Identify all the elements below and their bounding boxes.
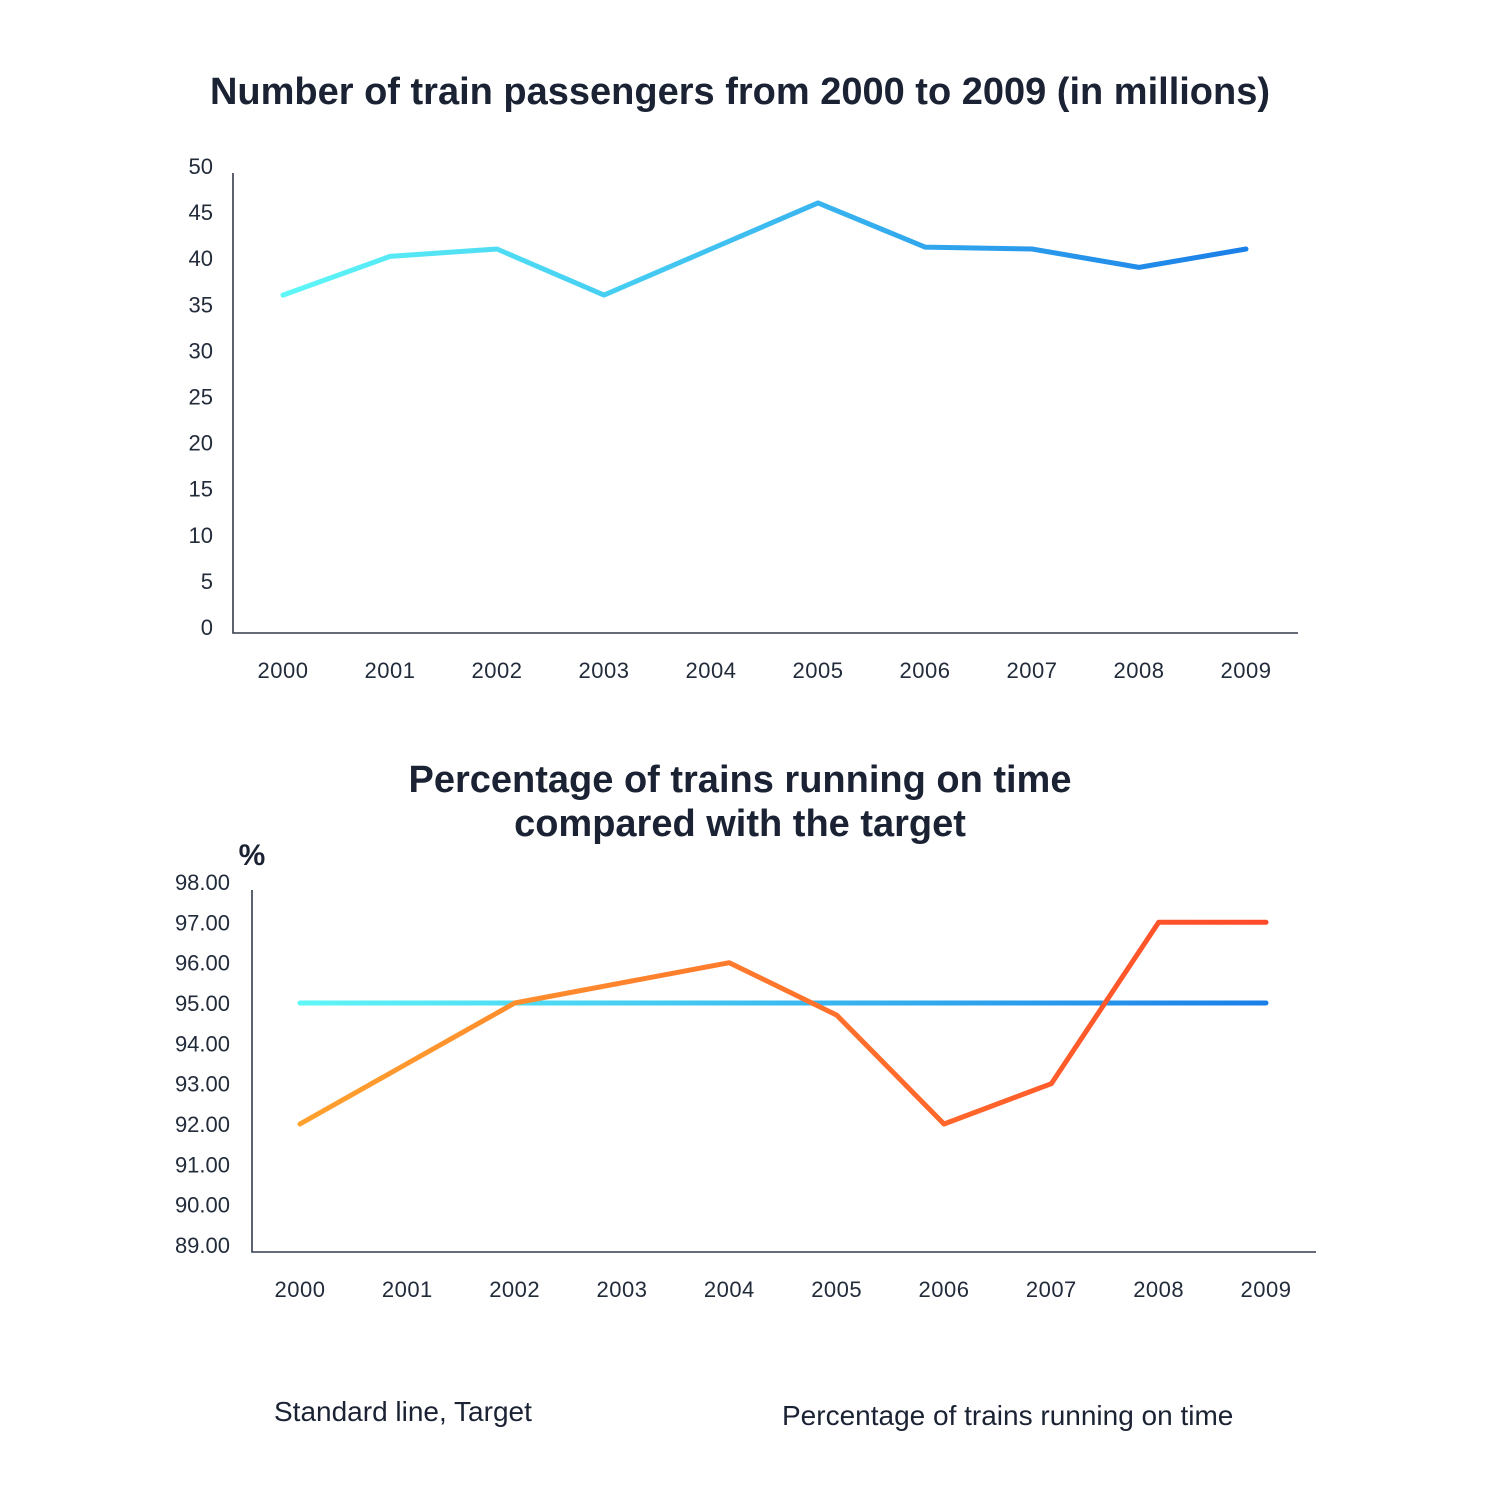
- x-tick-label: 2005: [811, 1277, 862, 1302]
- y-tick-label: 90.00: [175, 1193, 230, 1218]
- y-tick-label: 91.00: [175, 1152, 230, 1177]
- ontime-chart: Percentage of trains running on time com…: [175, 759, 1316, 1302]
- y-axis-ticks: 89.00 90.00 91.00 92.00 93.00 94.00 95.00 96.00…: [175, 870, 230, 1258]
- legend: Standard line, Target Percentage of trai…: [165, 1396, 1233, 1431]
- y-tick-label: 10: [189, 523, 213, 548]
- y-tick-label: 25: [189, 385, 213, 410]
- passengers-chart: Number of train passengers from 2000 to …: [189, 71, 1298, 683]
- y-axis-unit: %: [239, 839, 266, 872]
- legend-label-ontime: Percentage of trains running on time: [782, 1400, 1233, 1431]
- ontime-series: [297, 919, 1269, 1127]
- y-tick-label: 35: [189, 292, 213, 317]
- x-tick-label: 2005: [793, 658, 844, 683]
- x-tick-label: 2009: [1241, 1277, 1292, 1302]
- y-tick-label: 50: [189, 154, 213, 179]
- x-tick-label: 2004: [704, 1277, 755, 1302]
- y-tick-label: 45: [189, 200, 213, 225]
- y-tick-label: 93.00: [175, 1072, 230, 1097]
- x-tick-label: 2007: [1026, 1277, 1077, 1302]
- passengers-line: [280, 200, 1249, 298]
- y-tick-label: 95.00: [175, 991, 230, 1016]
- x-tick-label: 2006: [919, 1277, 970, 1302]
- x-tick-label: 2007: [1007, 658, 1058, 683]
- y-tick-label: 96.00: [175, 951, 230, 976]
- y-tick-label: 97.00: [175, 910, 230, 935]
- y-axis-ticks: 0 5 10 15 20 25 30 35 40 45 50: [189, 154, 213, 640]
- y-tick-label: 5: [201, 569, 213, 594]
- y-tick-label: 92.00: [175, 1112, 230, 1137]
- x-tick-label: 2008: [1133, 1277, 1184, 1302]
- y-tick-label: 20: [189, 431, 213, 456]
- x-tick-label: 2002: [472, 658, 523, 683]
- x-tick-label: 2000: [275, 1277, 326, 1302]
- x-tick-label: 2002: [489, 1277, 540, 1302]
- legend-item-target: Standard line, Target: [165, 1396, 532, 1427]
- x-axis-ticks: 2000 2001 2002 2003 2004 2005 2006 2007 2008 2009: [258, 658, 1272, 683]
- y-tick-label: 15: [189, 477, 213, 502]
- chart-title-line-2: compared with the target: [514, 803, 966, 845]
- axis-lines: [232, 173, 1298, 634]
- y-tick-label: 89.00: [175, 1233, 230, 1258]
- y-tick-label: 30: [189, 338, 213, 363]
- x-tick-label: 2004: [686, 658, 737, 683]
- x-axis-ticks: 2000 2001 2002 2003 2004 2005 2006 2007 2008 2009: [275, 1277, 1292, 1302]
- axis-lines: [251, 890, 1316, 1253]
- chart-title-line-1: Percentage of trains running on time: [409, 759, 1072, 801]
- x-tick-label: 2003: [579, 658, 630, 683]
- y-tick-label: 40: [189, 246, 213, 271]
- x-tick-label: 2001: [365, 658, 416, 683]
- x-tick-label: 2009: [1221, 658, 1272, 683]
- x-tick-label: 2006: [900, 658, 951, 683]
- x-tick-label: 2000: [258, 658, 309, 683]
- legend-item-ontime: Percentage of trains running on time: [674, 1400, 1233, 1431]
- y-tick-label: 98.00: [175, 870, 230, 895]
- x-tick-label: 2003: [597, 1277, 648, 1302]
- legend-label-target: Standard line, Target: [274, 1396, 532, 1427]
- ontime-line: [297, 919, 1269, 1127]
- x-tick-label: 2001: [382, 1277, 433, 1302]
- y-tick-label: 94.00: [175, 1031, 230, 1056]
- y-tick-label: 0: [201, 615, 213, 640]
- passengers-series: [280, 200, 1249, 298]
- chart-title: Number of train passengers from 2000 to …: [210, 71, 1270, 113]
- x-tick-label: 2008: [1114, 658, 1165, 683]
